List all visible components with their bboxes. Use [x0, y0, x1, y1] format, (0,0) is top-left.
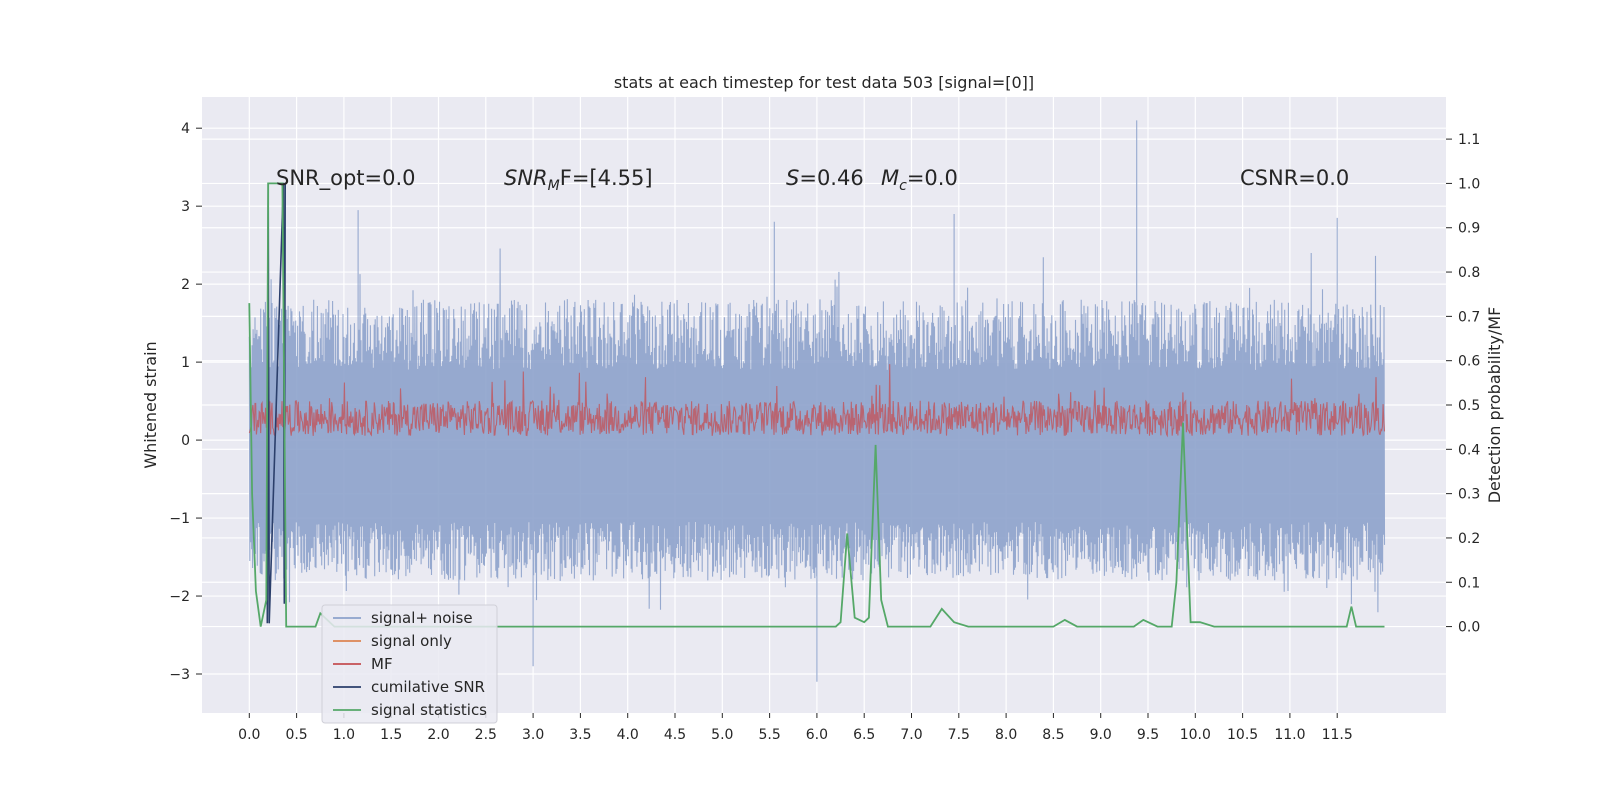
- x-tick-label: 8.0: [995, 727, 1017, 743]
- legend-label: MF: [371, 655, 393, 673]
- annotations: SNR_opt=0.0 SNRMF=[4.55] S=0.46 Mc=0.0 C…: [276, 166, 1349, 194]
- x-tick-label: 4.0: [617, 727, 639, 743]
- legend-label: signal only: [371, 632, 452, 650]
- x-tick-label: 0.5: [285, 727, 307, 743]
- x-tick-label: 5.5: [758, 727, 780, 743]
- y-tick-label: −1: [169, 511, 190, 527]
- x-tick-label: 6.0: [806, 727, 828, 743]
- legend-label: signal statistics: [371, 701, 487, 719]
- x-tick-label: 10.0: [1180, 727, 1211, 743]
- annotation-s-italic: S: [786, 166, 799, 190]
- legend-label: signal+ noise: [371, 609, 473, 627]
- series-mf: [248, 364, 1386, 438]
- x-tick-label: 4.5: [664, 727, 686, 743]
- annotation-snr-mf-sub: M: [548, 178, 560, 194]
- x-tick-label: 3.0: [522, 727, 544, 743]
- annotation-snr-mf: SNRMF=[4.55]: [504, 166, 653, 194]
- legend-label: cumilative SNR: [371, 678, 485, 696]
- series-line-signal-noise: [248, 120, 1386, 682]
- y2-tick-label: 0.5: [1458, 398, 1480, 414]
- x-tick-label: 7.0: [900, 727, 922, 743]
- y2-tick-label: 0.0: [1458, 620, 1480, 636]
- annotation-snr-mf-main: SNR: [504, 166, 548, 190]
- legend: signal+ noise signal only MF cumilative SNR…: [321, 604, 498, 724]
- annotation-mc-main: M: [881, 166, 899, 190]
- legend-box: [321, 604, 498, 724]
- y-tick-label: −3: [169, 667, 190, 683]
- series-line-mf: [248, 364, 1386, 438]
- x-tick-label: 3.5: [569, 727, 591, 743]
- annotation-s-rest: =0.46: [799, 166, 863, 190]
- legend-items: signal+ noise signal only MF cumilative SNR…: [333, 609, 487, 719]
- annotation-s: S=0.46: [786, 166, 864, 190]
- x-tick-label: 5.0: [711, 727, 733, 743]
- y-tick-label: 2: [181, 277, 190, 293]
- annotation-mc-sub: c: [899, 178, 907, 194]
- x-tick-label: 0.0: [238, 727, 260, 743]
- y-tick-label: 3: [181, 199, 190, 215]
- y2-tick-label: 0.3: [1458, 487, 1480, 503]
- y-axis-ticks: −3 −2 −1 0 1 2 3 4: [169, 121, 202, 683]
- y2-tick-label: 0.6: [1458, 354, 1480, 370]
- x-tick-label: 9.5: [1137, 727, 1159, 743]
- y2-tick-label: 0.4: [1458, 442, 1480, 458]
- series-signal-statistics: [248, 182, 1385, 628]
- y2-tick-label: 0.7: [1458, 309, 1480, 325]
- y-axis-label: Whitened strain: [141, 341, 160, 468]
- x-tick-label: 2.0: [427, 727, 449, 743]
- x-tick-label: 11.0: [1274, 727, 1305, 743]
- y2-tick-label: 0.8: [1458, 265, 1480, 281]
- series-signal-noise: [248, 120, 1386, 682]
- x-tick-label: 10.5: [1227, 727, 1258, 743]
- x-tick-label: 7.5: [948, 727, 970, 743]
- annotation-mc-rest: =0.0: [907, 166, 958, 190]
- y2-tick-label: 0.9: [1458, 221, 1480, 237]
- series-line-signal-statistics: [248, 182, 1385, 628]
- x-tick-label: 1.0: [333, 727, 355, 743]
- y2-tick-label: 0.2: [1458, 531, 1480, 547]
- y-tick-label: 0: [181, 433, 190, 449]
- y2-tick-label: 0.1: [1458, 575, 1480, 591]
- annotation-mc: Mc=0.0: [881, 166, 958, 194]
- y-tick-label: −2: [169, 589, 190, 605]
- x-tick-label: 11.5: [1322, 727, 1353, 743]
- y2-tick-label: 1.0: [1458, 176, 1480, 192]
- annotation-snr-opt: SNR_opt=0.0: [276, 166, 416, 191]
- y2-axis-label: Detection probability/MF: [1485, 307, 1504, 504]
- y-tick-label: 4: [181, 121, 190, 137]
- x-axis-ticks: 0.0 0.5 1.0 1.5 2.0 2.5 3.0 3.5 4.0 4.5 5.0 5.5 6.0 6…: [238, 713, 1353, 743]
- x-tick-label: 8.5: [1042, 727, 1064, 743]
- x-tick-label: 1.5: [380, 727, 402, 743]
- x-tick-label: 6.5: [853, 727, 875, 743]
- x-tick-label: 2.5: [475, 727, 497, 743]
- annotation-snr-mf-rest: F=[4.55]: [560, 166, 653, 190]
- y2-axis-ticks: 0.0 0.1 0.2 0.3 0.4 0.5 0.6 0.7 0.8 0.9 1.0 1.1: [1446, 132, 1480, 636]
- chart-title: stats at each timestep for test data 503…: [614, 73, 1034, 92]
- annotation-csnr: CSNR=0.0: [1240, 166, 1349, 190]
- x-tick-label: 9.0: [1090, 727, 1112, 743]
- y2-tick-label: 1.1: [1458, 132, 1480, 148]
- y-tick-label: 1: [181, 355, 190, 371]
